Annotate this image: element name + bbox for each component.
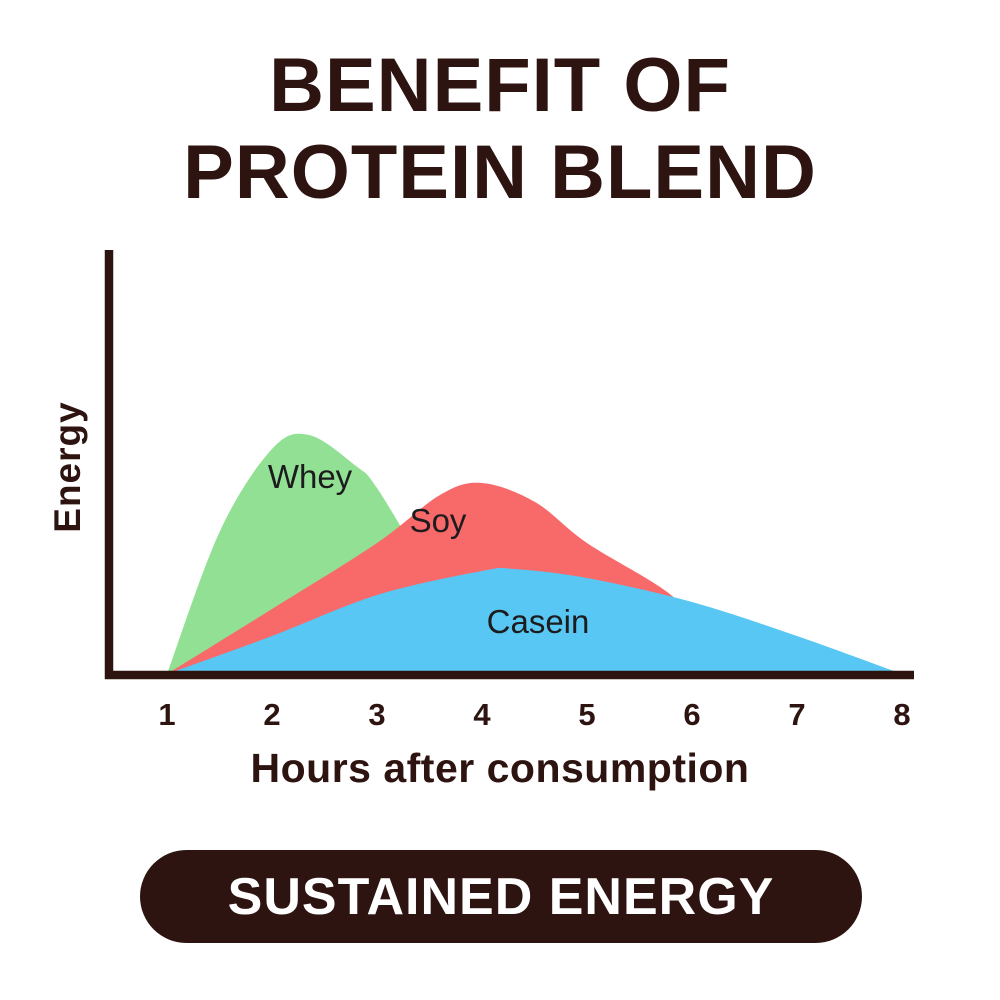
x-tick-6: 6 <box>683 697 701 732</box>
area-casein <box>167 567 902 674</box>
page-title-line1: BENEFIT OF <box>269 43 731 128</box>
y-axis-label: Energy <box>47 401 88 533</box>
series-label-casein: Casein <box>486 603 590 640</box>
series-label-whey: Whey <box>267 458 353 495</box>
x-tick-2: 2 <box>263 697 281 732</box>
x-tick-7: 7 <box>788 697 806 732</box>
page-title-line2: PROTEIN BLEND <box>183 130 817 215</box>
x-tick-1: 1 <box>158 697 176 732</box>
x-axis-label: Hours after consumption <box>250 745 750 791</box>
chart-axes <box>104 250 914 680</box>
x-axis-ticks: 1 2 3 4 5 6 7 8 <box>0 697 1000 733</box>
series-label-soy: Soy <box>409 502 467 539</box>
badge-label: SUSTAINED ENERGY <box>227 867 775 926</box>
x-tick-8: 8 <box>893 697 911 732</box>
x-tick-5: 5 <box>578 697 596 732</box>
x-tick-3: 3 <box>368 697 386 732</box>
page-title: BENEFIT OF PROTEIN BLEND <box>0 42 1000 216</box>
chart-curves <box>167 433 902 674</box>
x-tick-4: 4 <box>473 697 491 732</box>
sustained-energy-badge: SUSTAINED ENERGY <box>140 850 862 943</box>
